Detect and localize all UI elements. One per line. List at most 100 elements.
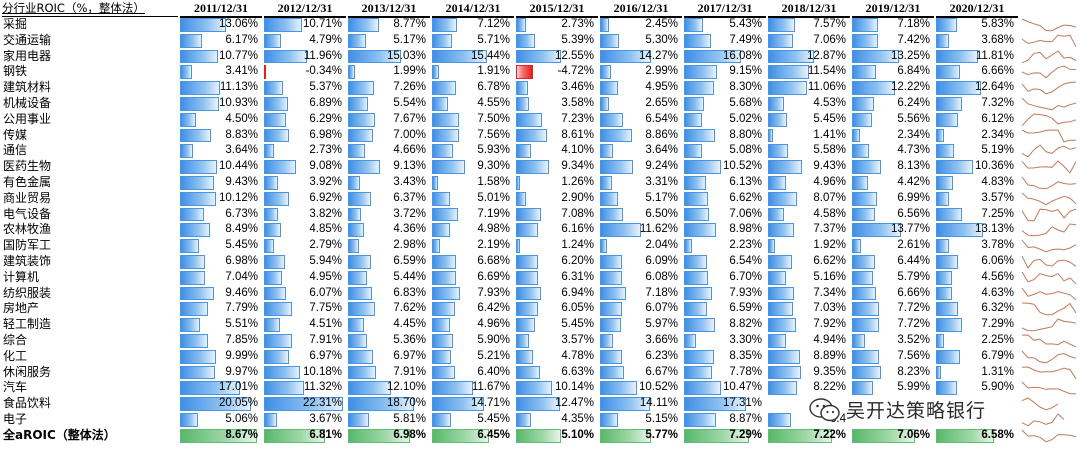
- value-cell: 22.31%: [264, 396, 346, 412]
- wechat-icon: [809, 398, 840, 422]
- value-cell: 15.03%: [348, 49, 430, 65]
- data-bar: [600, 18, 609, 32]
- data-label: 22.31%: [302, 397, 342, 410]
- data-label: 15.03%: [386, 49, 426, 62]
- data-bar: [516, 191, 527, 206]
- value-cell: 5.90%: [432, 333, 514, 349]
- data-label: 4.63%: [981, 286, 1014, 299]
- sparkline-path: [1021, 271, 1077, 284]
- value-cell: 2.73%: [264, 143, 346, 159]
- data-bar: [600, 381, 638, 396]
- data-label: 5.06%: [225, 413, 258, 425]
- sparkline-path: [1021, 144, 1077, 158]
- value-cell: 7.62%: [348, 301, 430, 317]
- value-cell: 6.66%: [936, 64, 1018, 80]
- data-label: 7.18%: [897, 18, 930, 30]
- data-label: 8.98%: [729, 223, 762, 236]
- value-cell: 4.95%: [600, 80, 682, 96]
- data-label: 2.45%: [645, 18, 678, 30]
- value-cell: 7.79%: [180, 301, 262, 317]
- data-bar: [852, 191, 877, 206]
- data-bar: [264, 49, 307, 64]
- sparkline: [1021, 129, 1076, 142]
- industry-label: 有色金属: [3, 175, 52, 189]
- data-bar: [684, 176, 706, 190]
- data-bar: [432, 255, 456, 269]
- sparkline-path: [1021, 255, 1077, 269]
- data-bar: [936, 381, 957, 396]
- data-label: 7.18%: [645, 286, 678, 299]
- data-bar: [180, 81, 220, 95]
- data-label: 6.67%: [645, 365, 678, 378]
- data-bar: [348, 397, 415, 411]
- year-header: 2017/12/31: [684, 0, 766, 18]
- data-bar: [936, 176, 954, 190]
- value-cell: 5.99%: [852, 380, 934, 396]
- data-label: 5.97%: [645, 318, 678, 331]
- value-cell: 3.57%: [516, 333, 598, 349]
- value-cell: 5.02%: [684, 112, 766, 128]
- sparkline: [1021, 239, 1077, 253]
- data-label: 8.86%: [645, 128, 678, 141]
- value-cell: 13.25%: [852, 49, 934, 65]
- data-bar: [432, 128, 459, 143]
- sparkline: [1021, 192, 1077, 206]
- value-cell: 4.96%: [768, 175, 850, 191]
- value-cell: 2.19%: [432, 238, 514, 254]
- data-bar: [516, 49, 561, 64]
- value-cell: 6.54%: [684, 254, 766, 270]
- value-cell: 7.57%: [768, 17, 850, 33]
- data-label: 6.37%: [393, 191, 426, 204]
- data-label: 7.42%: [897, 33, 930, 46]
- value-cell: 2.61%: [852, 238, 934, 254]
- data-bar: [684, 365, 712, 380]
- value-cell: 6.05%: [516, 301, 598, 317]
- data-bar: [684, 65, 717, 80]
- value-cell: 5.45%: [432, 412, 514, 428]
- data-label: 15.44%: [470, 49, 510, 62]
- value-cell: 5.43%: [684, 17, 766, 33]
- value-cell: 8.07%: [768, 191, 850, 207]
- data-label: 9.08%: [309, 160, 342, 173]
- data-bar: [516, 381, 553, 396]
- data-label: 5.90%: [981, 381, 1014, 394]
- data-label: 11.67%: [471, 381, 510, 394]
- value-cell: 5.21%: [432, 349, 514, 365]
- data-label: 14.71%: [470, 397, 510, 410]
- data-bar: [936, 49, 978, 64]
- data-label: 7.93%: [729, 286, 762, 299]
- value-cell: 6.20%: [516, 254, 598, 270]
- data-bar: [768, 365, 802, 380]
- data-bar: [432, 144, 454, 159]
- data-label: 9.97%: [225, 365, 258, 378]
- data-label: 3.46%: [561, 81, 594, 94]
- sparkline: [1021, 65, 1077, 79]
- data-label: 9.46%: [225, 286, 258, 299]
- data-label: 8.49%: [225, 223, 258, 236]
- value-cell: 5.36%: [348, 333, 430, 349]
- value-cell: 4.35%: [516, 412, 598, 428]
- value-cell: 2.25%: [936, 333, 1018, 349]
- data-label: 5.17%: [645, 191, 678, 204]
- value-cell: 6.32%: [936, 301, 1018, 317]
- value-cell: 3.64%: [600, 143, 682, 159]
- data-label: 6.09%: [645, 255, 678, 267]
- sparkline: [1021, 413, 1065, 427]
- value-cell: 5.17%: [600, 191, 682, 207]
- sparkline: [1021, 318, 1077, 332]
- value-cell: 5.93%: [432, 143, 514, 159]
- data-bar: [348, 428, 411, 443]
- data-bar: [516, 65, 533, 80]
- data-bar: [264, 349, 289, 364]
- sparkline: [1021, 176, 1077, 190]
- data-bar: [516, 33, 536, 48]
- value-cell: 14.71%: [432, 396, 514, 412]
- data-label: 10.71%: [302, 18, 342, 30]
- data-bar: [348, 128, 373, 143]
- data-label: 1.92%: [813, 239, 846, 252]
- data-bar: [180, 349, 216, 364]
- value-cell: 10.18%: [264, 365, 346, 381]
- value-cell: 5.90%: [936, 380, 1018, 396]
- data-bar: [180, 413, 198, 427]
- data-bar: [768, 65, 810, 80]
